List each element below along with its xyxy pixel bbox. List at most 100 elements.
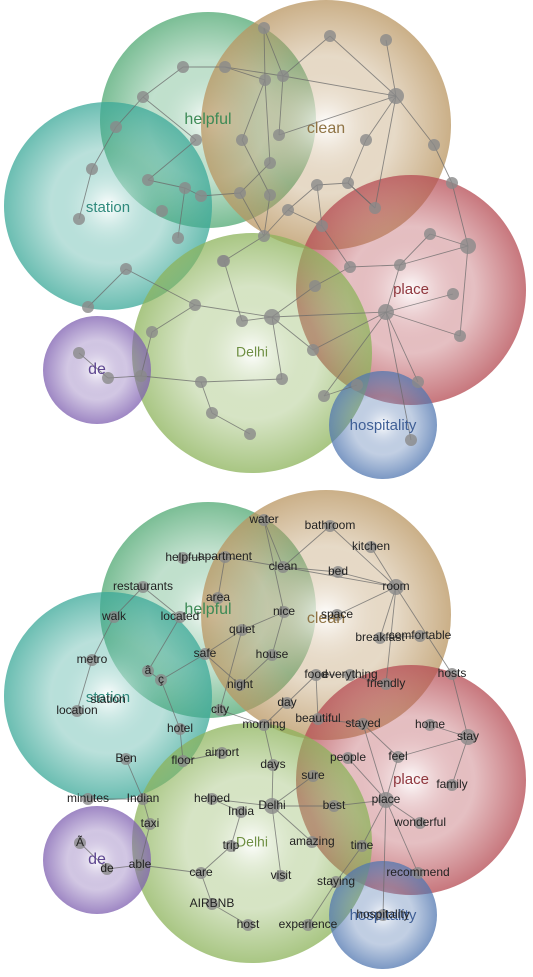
top-cluster-label-station: station — [86, 199, 130, 216]
top-edge — [224, 66, 266, 81]
top-edge — [78, 352, 109, 379]
bottom-word-53: amazing — [289, 834, 334, 848]
top-node — [311, 179, 323, 191]
bottom-edge — [142, 586, 181, 618]
bottom-word-19: safe — [194, 646, 217, 660]
bottom-edge — [337, 571, 397, 588]
bottom-word-60: recommend — [386, 865, 449, 879]
top-node — [307, 344, 319, 356]
bottom-edge — [397, 736, 469, 758]
top-node — [264, 157, 276, 169]
top-panel: helpful clean station place Delhi de hospitali… — [4, 0, 526, 479]
bottom-word-55: able — [129, 857, 152, 871]
bottom-edge — [307, 881, 337, 926]
bottom-cluster-label-delhi: Delhi — [236, 834, 268, 850]
top-edge — [385, 311, 419, 383]
bottom-edge — [385, 799, 419, 874]
top-edge — [282, 35, 331, 77]
top-edge — [459, 245, 469, 337]
bottom-word-28: city — [211, 702, 229, 716]
top-cluster-circle-station — [4, 102, 212, 310]
bottom-node-53 — [306, 836, 318, 848]
top-edge — [385, 264, 401, 313]
bottom-edge — [211, 903, 249, 926]
bottom-word-5: clean — [269, 559, 298, 573]
bottom-node-60 — [412, 867, 424, 879]
top-edge — [451, 182, 469, 247]
bottom-word-67: Ã — [76, 835, 84, 849]
top-node — [309, 280, 321, 292]
top-node — [316, 220, 328, 232]
bottom-edge — [379, 586, 397, 639]
top-node — [276, 373, 288, 385]
top-edge — [278, 75, 284, 136]
bottom-word-18: metro — [77, 652, 108, 666]
bottom-edge — [200, 845, 232, 874]
bottom-node-28 — [214, 704, 226, 716]
bottom-edge — [219, 709, 265, 726]
top-edge — [147, 139, 197, 181]
bottom-word-3: helpful — [165, 550, 200, 564]
top-edge — [329, 35, 397, 97]
top-node — [73, 347, 85, 359]
top-cluster-circle-hospitality — [329, 371, 437, 479]
bottom-word-58: visit — [271, 868, 292, 882]
bottom-word-64: hospitality — [356, 907, 409, 921]
top-node — [82, 301, 94, 313]
bottom-cluster-labels: helpful clean station place Delhi de hospitali… — [86, 601, 429, 924]
bottom-node-11 — [174, 611, 186, 623]
bottom-word-47: India — [228, 804, 254, 818]
bottom-word-21: everything — [322, 667, 377, 681]
top-cluster-circles — [4, 0, 526, 479]
top-edge — [239, 162, 271, 194]
top-node — [446, 177, 458, 189]
top-node — [369, 202, 381, 214]
bottom-word-32: home — [415, 717, 445, 731]
top-node — [195, 190, 207, 202]
bottom-word-26: night — [227, 677, 254, 691]
top-node — [454, 330, 466, 342]
bottom-edge — [217, 556, 226, 599]
bottom-edge — [204, 629, 243, 655]
bottom-edge — [336, 586, 397, 616]
bottom-edge — [79, 842, 108, 870]
top-node — [156, 205, 168, 217]
bottom-edge — [263, 724, 274, 766]
bottom-word-1: bathroom — [305, 518, 356, 532]
bottom-node-40 — [342, 752, 354, 764]
bottom-node-22 — [446, 668, 458, 680]
bottom-node-61 — [206, 898, 218, 910]
bottom-word-51: taxi — [141, 816, 160, 830]
bottom-word-20: food — [304, 667, 327, 681]
bottom-word-15: comfortable — [389, 628, 452, 642]
bottom-node-65 — [142, 665, 154, 677]
top-edge — [263, 194, 271, 237]
bottom-word-35: Ben — [115, 751, 136, 765]
top-cluster-label-de: de — [88, 361, 106, 378]
top-cluster-circle-de — [43, 316, 151, 424]
bottom-word-45: minutes — [67, 791, 109, 805]
top-edge — [140, 375, 202, 383]
bottom-node-18 — [86, 654, 98, 666]
bottom-node-7 — [388, 579, 404, 595]
bottom-cluster-circle-delhi — [132, 723, 372, 963]
bottom-word-48: Delhi — [258, 798, 285, 812]
top-node — [259, 74, 271, 86]
bottom-node-66 — [155, 674, 167, 686]
top-edge — [241, 79, 266, 141]
top-node — [360, 134, 372, 146]
bottom-cluster-label-clean: clean — [307, 610, 345, 627]
bottom-node-54 — [356, 840, 368, 852]
top-edge — [282, 75, 397, 97]
bottom-node-58 — [275, 870, 287, 882]
top-node — [277, 70, 289, 82]
bottom-word-29: beautiful — [295, 711, 340, 725]
top-node — [428, 139, 440, 151]
bottom-word-37: airport — [205, 745, 240, 759]
top-edge — [200, 192, 241, 197]
top-edge — [287, 209, 323, 227]
top-edge — [395, 95, 435, 146]
bottom-node-29 — [312, 713, 324, 725]
top-node — [146, 326, 158, 338]
bottom-word-62: host — [237, 917, 260, 931]
